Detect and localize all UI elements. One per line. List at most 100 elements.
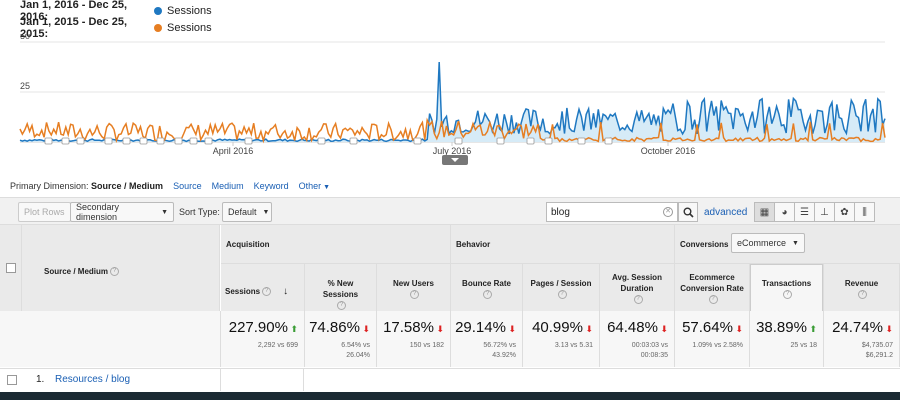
legend-current-period: Jan 1, 2016 - Dec 25, 2016: Sessions bbox=[20, 0, 212, 23]
dimension-other[interactable]: Other ▼ bbox=[298, 181, 331, 191]
help-icon[interactable]: ? bbox=[110, 267, 120, 277]
primary-dimension-bar: Primary Dimension: Source / Medium Sourc… bbox=[10, 181, 330, 191]
dimension-medium[interactable]: Medium bbox=[211, 181, 244, 191]
search-icon bbox=[683, 207, 694, 218]
row-index: 1. bbox=[36, 374, 45, 385]
comparison-view-icon[interactable]: ⊥ bbox=[814, 202, 835, 222]
pie-view-icon[interactable]: ◕ bbox=[774, 202, 795, 222]
annotation-marker-icon bbox=[189, 137, 198, 145]
help-icon[interactable]: ? bbox=[783, 290, 792, 300]
total-comparison-detail: 1.09% vs 2.58% bbox=[692, 342, 743, 349]
table-row[interactable]: 1. Resources / blog bbox=[0, 368, 900, 391]
total-comparison-detail: 56.72% vs bbox=[483, 342, 516, 349]
advanced-search-link[interactable]: advanced bbox=[704, 207, 748, 218]
checkbox-column-header bbox=[0, 225, 22, 311]
secondary-dimension-select[interactable]: Secondary dimension ▼ bbox=[70, 202, 174, 222]
row-checkbox[interactable] bbox=[7, 375, 17, 385]
performance-view-icon[interactable]: ☰ bbox=[794, 202, 815, 222]
arrow-down-icon: ⬇ bbox=[657, 324, 668, 334]
sessions-chart[interactable]: 50 25 April 2016 July 2016 October 2016 bbox=[0, 34, 900, 164]
column-header-label: Pages / Session bbox=[530, 279, 592, 288]
legend-dot-icon bbox=[154, 23, 162, 32]
annotation-marker-icon bbox=[544, 137, 553, 145]
select-all-checkbox[interactable] bbox=[6, 263, 16, 273]
table-view-icon[interactable]: ▦ bbox=[754, 202, 775, 222]
x-tick-label: April 2016 bbox=[213, 146, 254, 156]
series-area-current bbox=[20, 62, 885, 142]
total-cell-transactions: 38.89% ⬆ 25 vs 18 bbox=[750, 311, 824, 367]
search-button[interactable] bbox=[678, 202, 698, 222]
acquisition-group-header: Acquisition bbox=[221, 225, 451, 264]
sort-arrow-icon[interactable]: ↓ bbox=[283, 286, 289, 297]
total-cell-avg-session-duration: 64.48% ⬇ 00:03:03 vs 00:08:35 bbox=[600, 311, 675, 367]
annotation-marker-icon bbox=[526, 137, 535, 145]
annotation-marker-icon bbox=[122, 137, 131, 145]
chart-expand-handle[interactable] bbox=[442, 155, 468, 165]
column-header-label: % New Sessions bbox=[322, 279, 359, 299]
primary-dimension-label: Primary Dimension: Source / Medium bbox=[10, 181, 164, 191]
totals-label-cell bbox=[0, 311, 221, 367]
chart-legend: Jan 1, 2016 - Dec 25, 2016: Sessions Jan… bbox=[20, 0, 212, 40]
x-tick-label: July 2016 bbox=[433, 146, 472, 156]
conversions-group-header: Conversions eCommerce ▼ bbox=[675, 225, 900, 264]
table-toolbar: Plot Rows Secondary dimension ▼ Sort Type… bbox=[0, 197, 900, 225]
annotation-marker-icon bbox=[604, 137, 613, 145]
arrow-down-icon: ⬇ bbox=[359, 324, 370, 334]
total-percent-change: 29.14% bbox=[455, 319, 506, 336]
total-comparison-detail: $4,735.07 bbox=[861, 342, 893, 349]
dimension-source-medium[interactable]: Source / Medium bbox=[91, 181, 164, 191]
arrow-down-icon: ⬇ bbox=[882, 324, 893, 334]
dimension-keyword[interactable]: Keyword bbox=[253, 181, 289, 191]
total-comparison-detail: 43.92% bbox=[492, 352, 516, 359]
secondary-dimension-label: Secondary dimension bbox=[76, 202, 120, 222]
total-comparison-detail: 2,292 vs 699 bbox=[257, 342, 298, 349]
help-icon[interactable]: ? bbox=[858, 290, 867, 300]
plot-rows-button[interactable]: Plot Rows bbox=[18, 202, 71, 222]
annotation-marker-icon bbox=[104, 137, 113, 145]
total-cell-new-users: 17.58% ⬇ 150 vs 182 bbox=[377, 311, 451, 367]
legend-range: Jan 1, 2016 - Dec 25, 2016: bbox=[20, 0, 128, 23]
conversions-type-select[interactable]: eCommerce ▼ bbox=[731, 233, 805, 253]
annotation-marker-icon bbox=[577, 137, 586, 145]
search-value: blog bbox=[551, 206, 570, 218]
total-cell-pages-session: 40.99% ⬇ 3.13 vs 5.31 bbox=[523, 311, 600, 367]
arrow-down-icon: ⬇ bbox=[732, 324, 743, 334]
pivot-view-icon[interactable]: ⫼ bbox=[854, 202, 875, 222]
annotation-marker-icon bbox=[61, 137, 70, 145]
help-icon[interactable]: ? bbox=[337, 301, 346, 311]
total-comparison-detail: 6.54% vs bbox=[341, 342, 370, 349]
annotation-marker-icon bbox=[496, 137, 505, 145]
sort-type-select[interactable]: Default ▼ bbox=[222, 202, 272, 222]
behavior-group-header: Behavior bbox=[451, 225, 675, 264]
table-search-input[interactable]: blog ✕ bbox=[546, 202, 678, 222]
column-header-label: Sessions bbox=[225, 287, 261, 296]
legend-dot-icon bbox=[154, 6, 162, 15]
column-header-label: Bounce Rate bbox=[462, 279, 511, 288]
total-cell-revenue: 24.74% ⬇ $4,735.07 $6,291.2 bbox=[824, 311, 900, 367]
legend-range: Jan 1, 2015 - Dec 25, 2015: bbox=[20, 15, 128, 40]
clear-icon[interactable]: ✕ bbox=[663, 207, 673, 217]
legend-metric: Sessions bbox=[167, 21, 212, 34]
help-icon[interactable]: ? bbox=[708, 295, 718, 305]
total-cell-conversion-rate: 57.64% ⬇ 1.09% vs 2.58% bbox=[675, 311, 750, 367]
column-header-label: New Users bbox=[393, 279, 434, 288]
term-cloud-view-icon[interactable]: ✿ bbox=[834, 202, 855, 222]
chevron-down-icon: ▼ bbox=[262, 208, 270, 216]
total-cell-new-sessions: 74.86% ⬇ 6.54% vs 26.04% bbox=[305, 311, 377, 367]
legend-metric: Sessions bbox=[167, 4, 212, 17]
help-icon[interactable]: ? bbox=[483, 290, 492, 300]
conversions-type-value: eCommerce bbox=[737, 238, 787, 248]
help-icon[interactable]: ? bbox=[557, 290, 567, 300]
source-medium-header[interactable]: Source / Medium? bbox=[22, 225, 220, 311]
view-switcher: ▦ ◕ ☰ ⊥ ✿ ⫼ bbox=[754, 202, 875, 222]
annotation-marker-icon bbox=[174, 137, 183, 145]
help-icon[interactable]: ? bbox=[410, 290, 419, 300]
annotation-marker-icon bbox=[413, 137, 422, 145]
column-header-label: Avg. Session Duration bbox=[612, 273, 662, 293]
bottom-bar bbox=[0, 392, 900, 400]
y-tick-label: 25 bbox=[20, 81, 30, 91]
row-source-link[interactable]: Resources / blog bbox=[55, 374, 131, 385]
dimension-source[interactable]: Source bbox=[173, 181, 202, 191]
help-icon[interactable]: ? bbox=[262, 287, 272, 297]
help-icon[interactable]: ? bbox=[633, 295, 643, 305]
